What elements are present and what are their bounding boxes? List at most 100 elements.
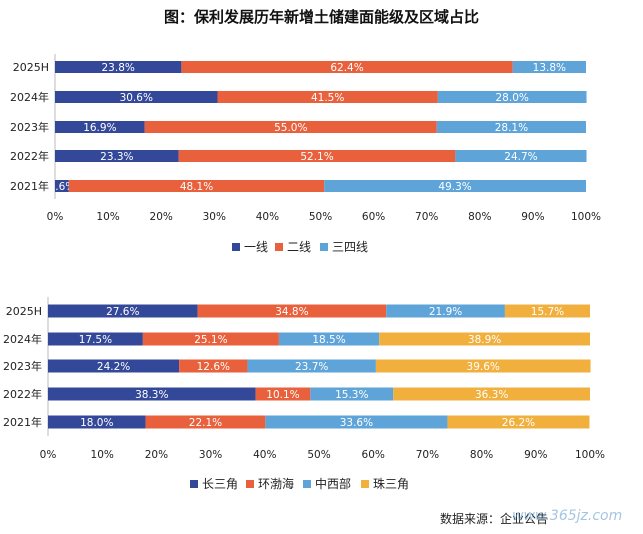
x-tick-label: 60% [362, 211, 385, 223]
legend-swatch [190, 480, 198, 488]
bar-segment [436, 121, 586, 133]
data-label: 49.3% [438, 181, 471, 193]
data-label: 55.0% [274, 122, 307, 134]
x-tick-label: 90% [524, 449, 547, 461]
bar-segment [247, 359, 376, 373]
x-tick-label: 20% [145, 449, 168, 461]
x-tick-label: 10% [96, 211, 119, 223]
bar-segment [255, 387, 311, 401]
legend-label: 环渤海 [258, 476, 294, 491]
bar-segment [379, 332, 590, 346]
legend-label: 三四线 [332, 240, 368, 254]
data-label: 22.1% [189, 417, 222, 429]
x-tick-label: 70% [415, 211, 438, 223]
legend-swatch [320, 243, 328, 251]
bar-segment [504, 304, 590, 318]
data-label: 34.8% [275, 306, 308, 318]
legend-swatch [232, 243, 240, 251]
x-tick-label: 100% [571, 211, 601, 223]
data-label: 39.6% [467, 361, 500, 373]
bar-segment [217, 91, 438, 103]
legend-label: 长三角 [202, 477, 238, 491]
data-label: 38.9% [468, 334, 501, 346]
category-label: 2023年 [10, 120, 49, 134]
bar-segment [324, 180, 586, 192]
bar-segment [48, 387, 256, 401]
bar-segment [48, 304, 198, 318]
data-label: 16.9% [83, 122, 116, 134]
data-label: 21.9% [429, 306, 462, 318]
data-label: 23.7% [295, 361, 328, 373]
bar-segment [55, 91, 218, 103]
legend-label: 二线 [287, 240, 311, 254]
data-label: 36.3% [475, 389, 508, 401]
data-label: 12.6% [197, 361, 230, 373]
data-label: 18.0% [80, 417, 113, 429]
category-label: 2024年 [3, 332, 42, 346]
category-label: 2022年 [10, 149, 49, 163]
bar-segment [393, 387, 590, 401]
chart-title: 图：保利发展历年新增土储建面能级及区域占比 [163, 8, 479, 26]
bar-segment [437, 91, 587, 103]
bar-segment [48, 359, 180, 373]
data-label: 27.6% [106, 306, 139, 318]
category-label: 2021年 [3, 415, 42, 429]
data-label: 26.2% [502, 417, 535, 429]
bar-segment [512, 61, 586, 73]
data-label: 62.4% [330, 62, 363, 74]
category-label: 2024年 [10, 90, 49, 104]
data-label: 28.0% [496, 92, 529, 104]
legend-swatch [275, 243, 283, 251]
x-tick-label: 60% [362, 449, 385, 461]
data-source-note: 数据来源：企业公告 [440, 512, 549, 526]
bar-segment [144, 121, 437, 133]
legend-swatch [361, 480, 369, 488]
data-label: 33.6% [340, 417, 373, 429]
legend-label: 中西部 [315, 476, 351, 491]
data-label: 23.8% [102, 62, 135, 74]
legend-swatch [246, 480, 254, 488]
data-label: 17.5% [79, 334, 112, 346]
data-label: 24.7% [504, 151, 537, 163]
data-label: 25.1% [194, 334, 227, 346]
watermark: www.365jz.com [512, 508, 623, 524]
category-label: 2023年 [3, 359, 42, 373]
bar-segment [179, 359, 248, 373]
legend-swatch [303, 480, 311, 488]
category-label: 2025H [13, 61, 49, 74]
legend-label: 一线 [244, 240, 268, 254]
data-label: 15.7% [531, 306, 564, 318]
bar-segment [197, 304, 387, 318]
bar-segment [55, 121, 145, 133]
legend-label: 珠三角 [373, 477, 409, 491]
bar-segment [142, 332, 279, 346]
data-label: 48.1% [180, 181, 213, 193]
x-tick-label: 80% [468, 211, 491, 223]
x-tick-label: 50% [307, 449, 330, 461]
x-tick-label: 40% [253, 449, 276, 461]
data-label: 13.8% [533, 62, 566, 74]
bar-segment [55, 61, 182, 73]
bar-segment [386, 304, 505, 318]
data-label: 38.3% [135, 389, 168, 401]
category-label: 2021年 [10, 179, 49, 193]
x-tick-label: 30% [203, 211, 226, 223]
category-label: 2022年 [3, 387, 42, 401]
data-label: 23.3% [100, 151, 133, 163]
bar-segment [181, 61, 513, 73]
bar-segment [310, 387, 394, 401]
data-label: 30.6% [120, 92, 153, 104]
x-tick-label: 20% [150, 211, 173, 223]
x-tick-label: 10% [91, 449, 114, 461]
data-label: 2.6% [49, 181, 76, 193]
data-label: 24.2% [97, 361, 130, 373]
bar-segment [375, 359, 591, 373]
x-tick-label: 40% [256, 211, 279, 223]
bar-segment [265, 415, 448, 429]
x-tick-label: 100% [575, 449, 605, 461]
bar-segment [145, 415, 266, 429]
bar-segment [55, 150, 179, 162]
data-label: 15.3% [335, 389, 368, 401]
data-label: 18.5% [312, 334, 345, 346]
